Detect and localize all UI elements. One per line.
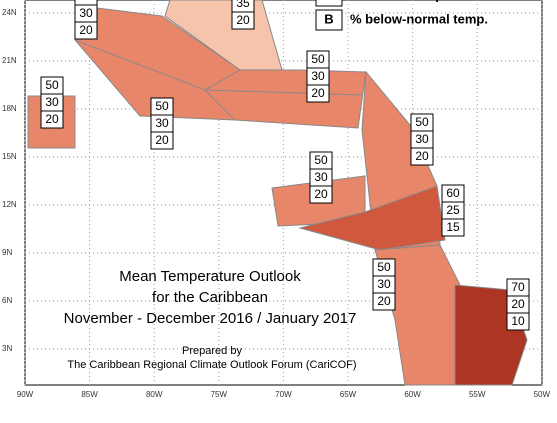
lat-label: 24N <box>2 8 17 17</box>
value-box <box>74 21 98 40</box>
value-text: 20 <box>415 149 429 163</box>
region-shape <box>298 185 446 251</box>
legend-label: % normal temperature <box>350 0 487 2</box>
value-box <box>309 185 333 204</box>
legend-key: N <box>324 0 333 2</box>
value-text: 30 <box>415 132 429 146</box>
credit: Prepared by <box>182 345 242 357</box>
map-title: for the Caribbean <box>152 289 268 306</box>
lat-label: 18N <box>2 104 17 113</box>
region-shape <box>74 7 367 129</box>
value-text: 30 <box>155 116 169 130</box>
lon-label: 80W <box>146 390 163 399</box>
value-box <box>441 218 465 237</box>
lon-label: 60W <box>404 390 421 399</box>
value-box <box>40 110 64 129</box>
region-border <box>204 89 363 96</box>
value-text: 50 <box>314 153 328 167</box>
value-text: 50 <box>415 115 429 129</box>
lat-label: 3N <box>2 344 12 353</box>
value-box <box>150 131 174 150</box>
value-text: 20 <box>236 13 250 27</box>
value-text: 20 <box>79 23 93 37</box>
value-text: 20 <box>511 297 525 311</box>
value-text: 20 <box>155 133 169 147</box>
value-text: 10 <box>511 314 525 328</box>
lat-label: 6N <box>2 296 12 305</box>
value-text: 15 <box>446 220 460 234</box>
lon-label: 85W <box>81 390 98 399</box>
lon-label: 70W <box>275 390 292 399</box>
lat-label: 15N <box>2 152 17 161</box>
value-text: 50 <box>311 52 325 66</box>
value-text: 50 <box>377 260 391 274</box>
value-box <box>306 84 330 103</box>
map-title: Mean Temperature Outlook <box>119 268 301 285</box>
legend-label: % below-normal temp. <box>350 11 488 26</box>
value-text: 20 <box>314 187 328 201</box>
lon-label: 75W <box>211 390 228 399</box>
value-box <box>231 11 255 30</box>
legend-box <box>315 0 343 7</box>
value-text: 20 <box>311 86 325 100</box>
value-box <box>506 312 530 331</box>
value-box <box>74 0 98 6</box>
value-text: 60 <box>446 186 460 200</box>
lat-label: 21N <box>2 56 17 65</box>
value-text: 35 <box>236 0 250 10</box>
legend-box <box>315 9 343 31</box>
value-text: 25 <box>446 203 460 217</box>
legend: N % normal temperature B % below-normal tem… <box>315 0 488 31</box>
value-text: 30 <box>79 6 93 20</box>
lat-label: 9N <box>2 248 12 257</box>
lat-label: 12N <box>2 200 17 209</box>
value-text: 20 <box>45 112 59 126</box>
value-text: 70 <box>511 280 525 294</box>
value-text: 30 <box>311 69 325 83</box>
lon-label: 90W <box>17 390 34 399</box>
value-box <box>410 147 434 166</box>
map-title: November - December 2016 / January 2017 <box>64 310 357 327</box>
lon-label: 55W <box>469 390 486 399</box>
legend-key: B <box>324 11 333 26</box>
region-border <box>204 89 236 121</box>
credit: The Caribbean Regional Climate Outlook F… <box>67 359 356 371</box>
lon-label: 65W <box>340 390 357 399</box>
value-text: 30 <box>45 95 59 109</box>
value-box <box>372 292 396 311</box>
value-text: 50 <box>155 99 169 113</box>
value-text: 50 <box>45 78 59 92</box>
value-text: 20 <box>377 294 391 308</box>
lon-label: 50W <box>534 390 551 399</box>
value-text: 30 <box>314 170 328 184</box>
value-text: 30 <box>377 277 391 291</box>
